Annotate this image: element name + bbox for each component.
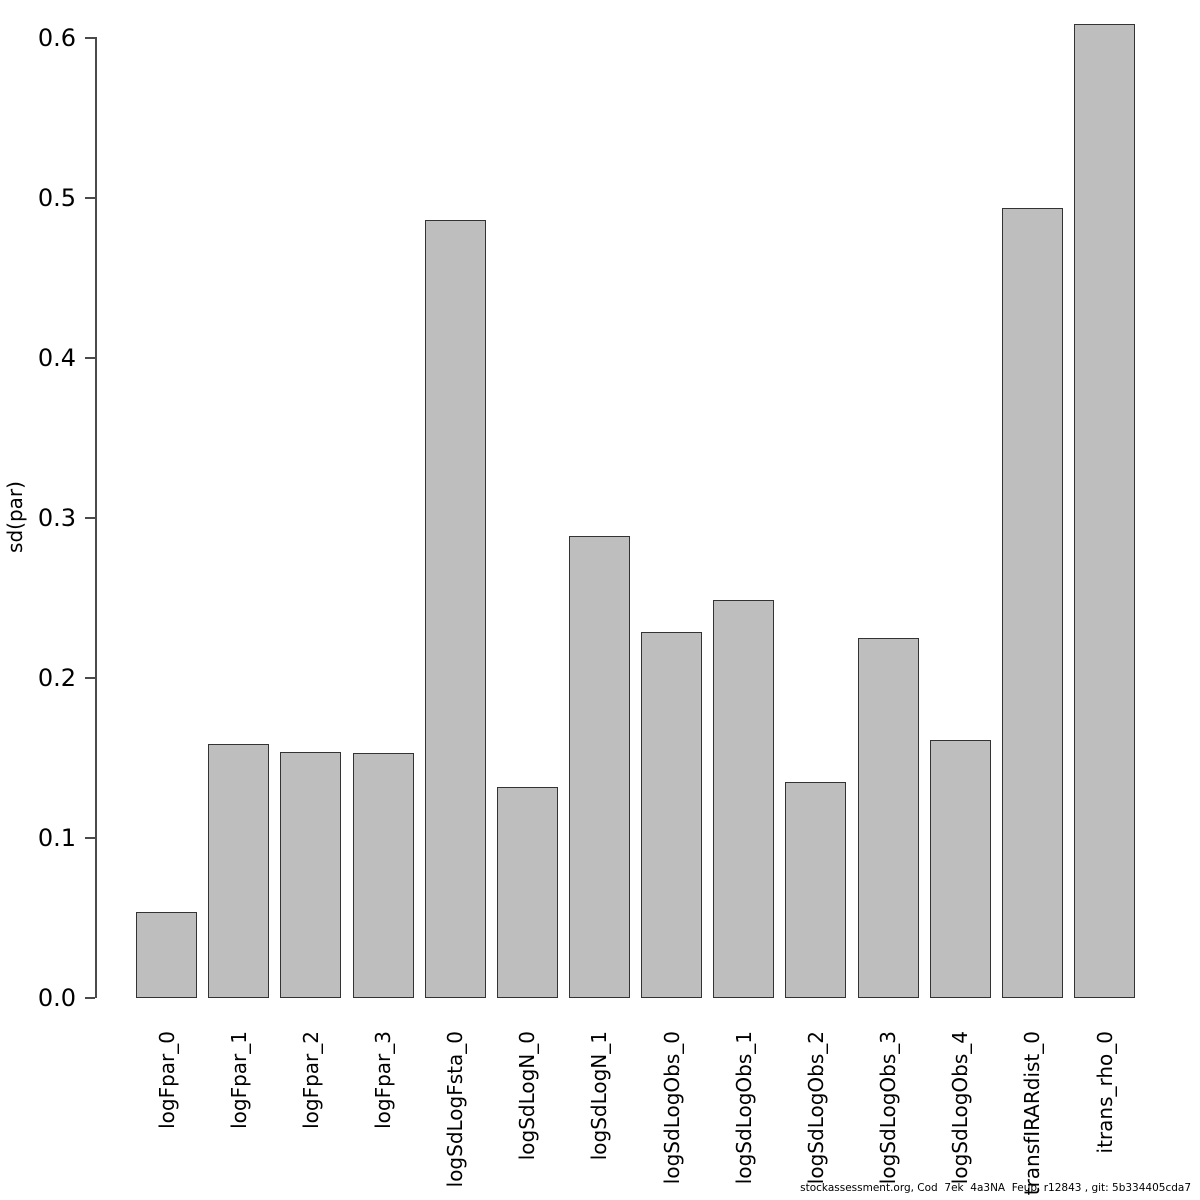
y-tick-label: 0.2 <box>37 664 76 692</box>
x-category-label-logSdLogObs_1: logSdLogObs_1 <box>731 1031 756 1185</box>
x-category-label-logFpar_1: logFpar_1 <box>226 1031 251 1129</box>
y-tick-label: 0.6 <box>37 24 76 52</box>
x-category-label-logSdLogFsta_0: logSdLogFsta_0 <box>443 1031 468 1188</box>
x-category-label-logSdLogObs_2: logSdLogObs_2 <box>803 1031 828 1185</box>
y-tick-label: 0.4 <box>37 344 76 372</box>
bar-logFpar_2 <box>280 751 342 998</box>
bar-transfIRARdist_0 <box>1001 207 1063 998</box>
x-category-label-logSdLogObs_0: logSdLogObs_0 <box>659 1031 684 1185</box>
y-tick-mark <box>85 357 95 359</box>
bar-itrans_rho_0 <box>1074 23 1135 998</box>
y-tick-label: 0.5 <box>37 184 76 212</box>
bar-logSdLogObs_2 <box>785 782 847 998</box>
x-category-label-logFpar_3: logFpar_3 <box>371 1031 395 1129</box>
y-axis-title: sd(par) <box>3 481 27 553</box>
y-tick-mark <box>85 197 95 199</box>
bar-logFpar_0 <box>136 911 197 998</box>
x-category-label-logSdLogObs_4: logSdLogObs_4 <box>948 1031 973 1185</box>
x-category-label-logFpar_0: logFpar_0 <box>154 1031 179 1129</box>
bar-logFpar_1 <box>208 743 270 998</box>
bar-logSdLogObs_0 <box>641 631 703 998</box>
bar-logSdLogObs_4 <box>929 740 991 998</box>
x-category-label-logSdLogN_1: logSdLogN_1 <box>587 1031 612 1161</box>
y-axis-line <box>95 37 97 998</box>
x-category-label-logSdLogN_0: logSdLogN_0 <box>515 1031 540 1161</box>
x-category-label-logSdLogObs_3: logSdLogObs_3 <box>876 1031 900 1185</box>
x-category-label-transfIRARdist_0: transfIRARdist_0 <box>1020 1031 1045 1196</box>
x-category-label-itrans_rho_0: itrans_rho_0 <box>1092 1031 1117 1154</box>
y-tick-label: 0.3 <box>37 504 76 532</box>
bar-logSdLogFsta_0 <box>424 220 486 998</box>
y-tick-label: 0.0 <box>37 984 76 1012</box>
bar-logFpar_3 <box>352 753 414 998</box>
y-tick-label: 0.1 <box>37 824 76 852</box>
y-tick-mark <box>85 837 95 839</box>
bar-logSdLogN_0 <box>496 786 558 998</box>
bar-logSdLogObs_3 <box>857 638 919 998</box>
x-category-label-logFpar_2: logFpar_2 <box>298 1031 323 1129</box>
bar-logSdLogN_1 <box>568 535 630 998</box>
footer-caption: stockassessment.org, Cod 7ek 4a3NA Feup,… <box>800 1182 1191 1194</box>
y-tick-mark <box>85 997 95 999</box>
bar-logSdLogObs_1 <box>713 599 775 998</box>
y-tick-mark <box>85 677 95 679</box>
y-tick-mark <box>85 517 95 519</box>
y-tick-mark <box>85 37 95 39</box>
